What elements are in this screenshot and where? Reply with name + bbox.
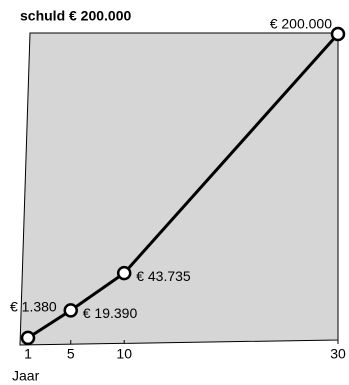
line (27, 33, 340, 340)
value-label: € 200.000 (270, 16, 332, 32)
point (116, 265, 132, 281)
area-background (19, 32, 339, 346)
value-label: € 1.380 (10, 299, 57, 315)
chart-title: schuld € 200.000 (20, 8, 132, 24)
point (330, 26, 346, 42)
x-tick-label: 1 (24, 346, 32, 362)
x-tick-label: 10 (116, 346, 132, 362)
point (20, 330, 36, 346)
x-axis-label: Jaar (12, 368, 40, 384)
point (63, 303, 79, 318)
x-tick-label: 30 (330, 346, 346, 362)
value-label: € 19.390 (83, 305, 138, 321)
value-label: € 43.735 (136, 268, 191, 284)
x-tick-label: 5 (67, 346, 75, 362)
